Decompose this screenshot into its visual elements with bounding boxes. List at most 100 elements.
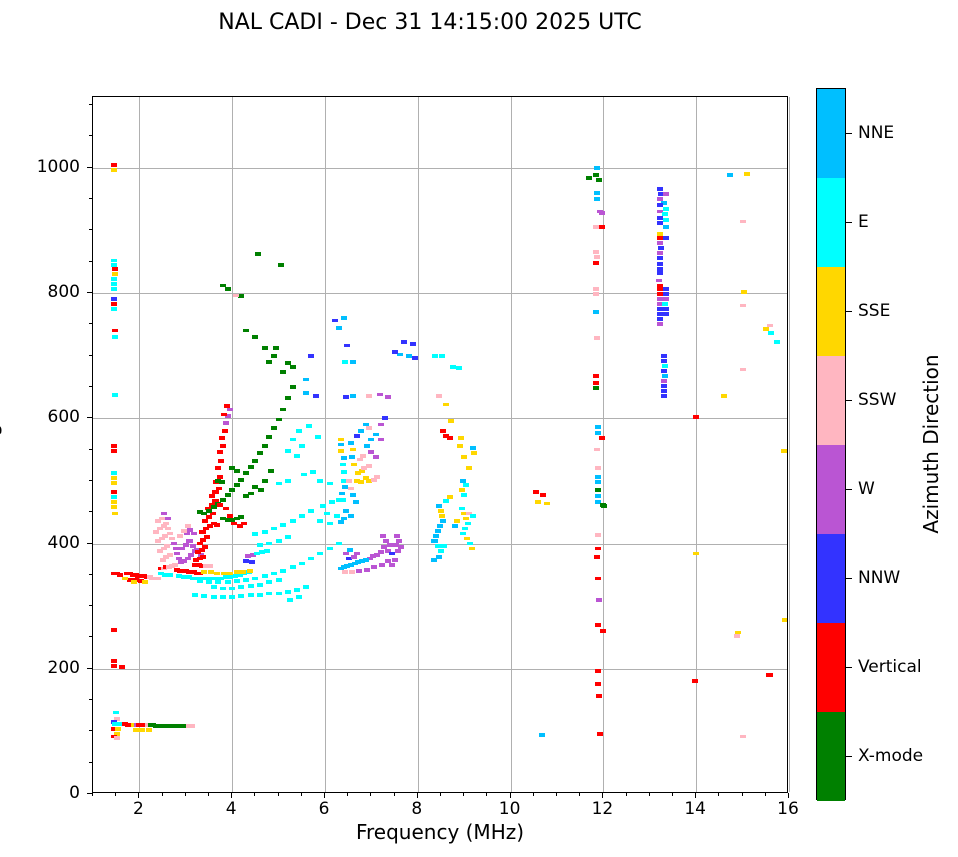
data-point: [395, 549, 402, 553]
data-point: [461, 492, 468, 497]
data-point: [592, 261, 599, 265]
data-point: [167, 572, 174, 577]
data-point: [594, 532, 601, 537]
data-point: [111, 267, 118, 272]
data-point: [199, 530, 206, 535]
data-point: [270, 571, 277, 576]
data-point: [767, 323, 774, 328]
data-point: [349, 492, 356, 497]
colorbar-label: X-mode: [858, 745, 924, 766]
y-tick-minor: [89, 323, 92, 325]
data-point: [347, 547, 354, 552]
data-point: [111, 448, 118, 453]
colorbar-label: W: [858, 478, 875, 499]
data-point: [229, 517, 236, 522]
x-tick: [324, 793, 325, 798]
data-point: [222, 575, 229, 580]
data-point: [270, 526, 277, 531]
data-point: [238, 585, 245, 590]
data-point: [301, 472, 308, 477]
data-point: [326, 481, 333, 486]
data-point: [162, 572, 169, 577]
data-point: [193, 547, 200, 552]
x-tick-label: 14: [684, 799, 707, 819]
data-point: [595, 694, 602, 699]
data-point: [187, 527, 194, 532]
colorbar-tick: [846, 310, 852, 312]
data-point: [122, 576, 129, 581]
x-tick-minor: [486, 793, 488, 796]
data-point: [238, 477, 245, 482]
data-point: [284, 535, 291, 540]
data-point: [344, 343, 351, 348]
data-point: [231, 521, 238, 526]
data-point: [393, 534, 400, 538]
data-point: [188, 552, 195, 557]
data-point: [113, 710, 120, 715]
data-point: [217, 450, 224, 454]
data-point: [598, 224, 605, 229]
data-point: [435, 393, 442, 398]
data-point: [287, 597, 294, 602]
data-point: [156, 549, 163, 553]
data-point: [456, 443, 463, 448]
data-point: [198, 547, 205, 552]
data-point: [220, 412, 227, 417]
data-point: [280, 569, 287, 573]
data-point: [593, 447, 600, 452]
colorbar-tick: [846, 577, 852, 579]
data-point: [660, 378, 667, 383]
data-point: [244, 554, 251, 558]
data-point: [594, 475, 601, 479]
data-point: [298, 514, 305, 518]
data-point: [257, 592, 264, 597]
data-point: [381, 545, 388, 550]
data-point: [656, 197, 664, 201]
data-point: [215, 580, 222, 585]
data-point: [594, 623, 601, 627]
data-point: [438, 514, 445, 518]
data-point: [266, 435, 273, 439]
x-tick-minor: [556, 793, 557, 796]
data-point: [217, 475, 224, 479]
data-point: [543, 501, 550, 506]
data-point: [233, 579, 240, 583]
data-point: [252, 458, 259, 463]
data-point: [469, 446, 476, 451]
gridline-horizontal: [93, 418, 787, 420]
data-point: [341, 479, 348, 483]
data-point: [196, 579, 203, 583]
data-point: [172, 546, 179, 551]
data-point: [210, 505, 217, 510]
data-point: [347, 514, 354, 518]
data-point: [176, 556, 183, 561]
y-tick-label: 600: [47, 407, 80, 428]
data-point: [252, 576, 259, 581]
data-point: [739, 303, 746, 308]
data-point: [190, 576, 197, 581]
data-point: [229, 487, 236, 492]
data-point: [328, 500, 335, 505]
data-point: [739, 219, 746, 224]
data-point: [462, 526, 469, 531]
data-point: [303, 585, 310, 590]
data-point: [111, 511, 118, 516]
data-point: [111, 505, 118, 510]
data-point: [238, 294, 245, 298]
data-point: [594, 480, 601, 484]
data-point: [342, 485, 349, 490]
data-point: [471, 451, 478, 456]
data-point: [204, 535, 211, 540]
data-point: [257, 582, 264, 587]
data-point: [435, 504, 442, 508]
data-point: [294, 587, 301, 592]
data-point: [111, 301, 118, 306]
data-point: [378, 562, 385, 567]
data-point: [656, 292, 664, 297]
data-point: [163, 555, 170, 560]
x-tick-minor: [393, 793, 395, 796]
x-tick-minor: [300, 793, 302, 796]
colorbar-tick: [846, 132, 852, 134]
data-point: [208, 576, 215, 581]
data-point: [165, 516, 172, 521]
